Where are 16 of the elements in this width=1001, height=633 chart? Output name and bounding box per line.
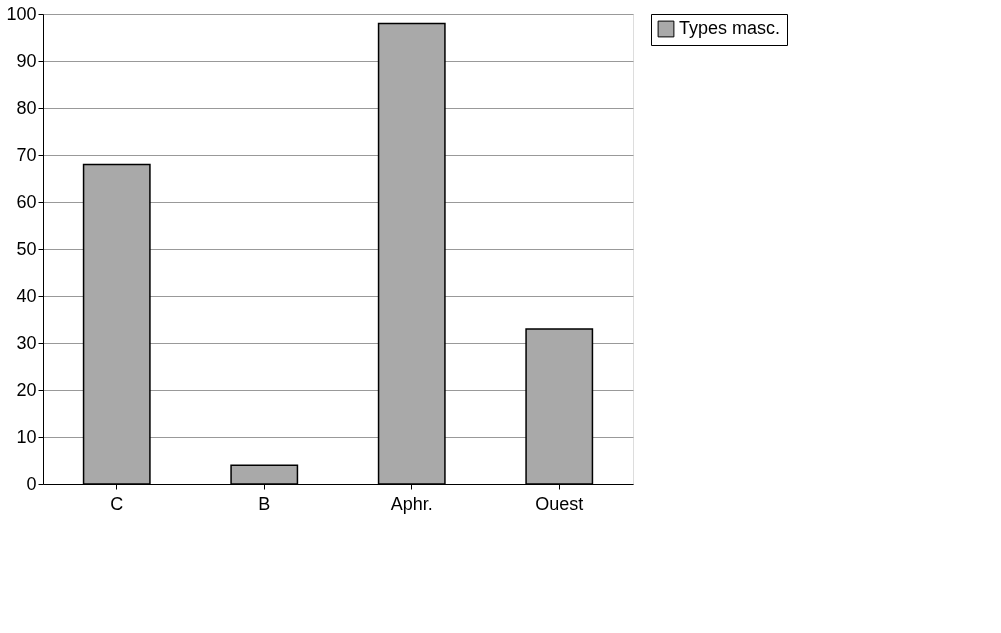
y-tick-label: 80 [16, 97, 37, 118]
y-tick-label: 0 [26, 473, 37, 494]
y-tick-label: 60 [16, 191, 37, 212]
y-tick-label: 70 [16, 144, 37, 165]
x-tick-label: B [258, 493, 271, 514]
x-tick-label: Ouest [535, 493, 584, 514]
x-tick-label: Aphr. [390, 493, 433, 514]
y-tick-label: 10 [16, 426, 37, 447]
y-tick-label: 40 [16, 285, 37, 306]
y-tick-label: 20 [16, 379, 37, 400]
y-tick-label: 50 [16, 238, 37, 259]
y-tick-label: 100 [6, 3, 37, 24]
y-tick-label: 30 [16, 332, 37, 353]
legend-label: Types masc. [679, 18, 781, 38]
y-tick-label: 90 [16, 50, 37, 71]
x-tick-label: C [110, 493, 124, 514]
